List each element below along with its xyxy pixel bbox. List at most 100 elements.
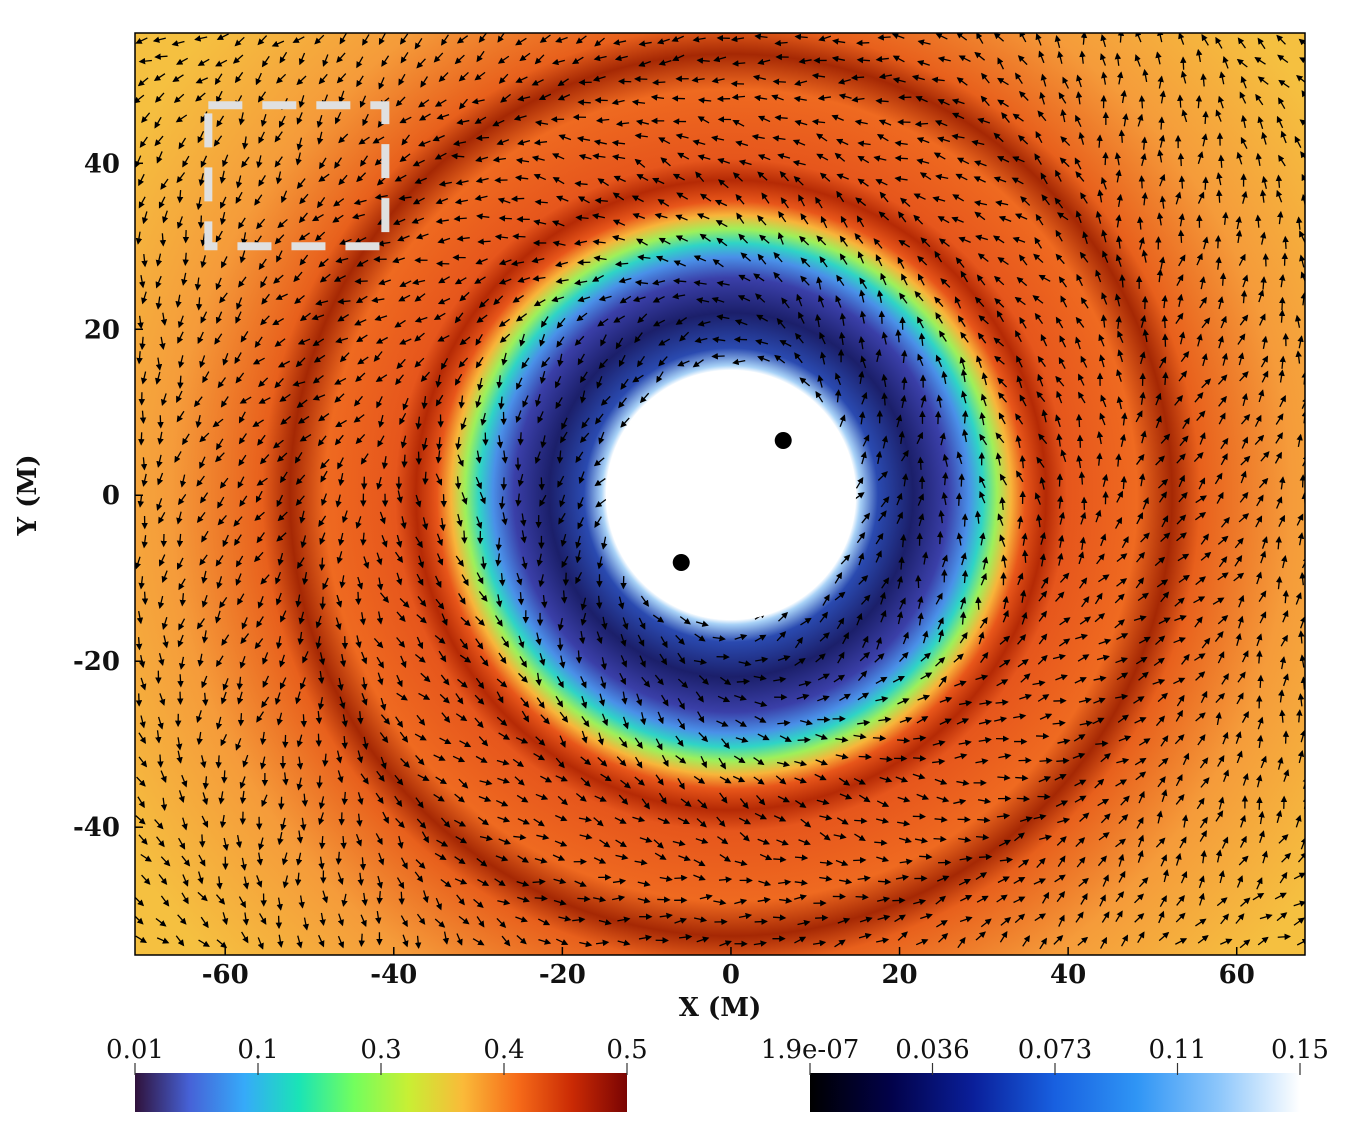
flow-arrow: [358, 933, 365, 947]
flow-arrow: [1056, 473, 1064, 487]
flow-arrow: [937, 99, 950, 106]
flow-arrow: [461, 530, 468, 544]
flow-arrow: [1236, 58, 1248, 68]
flow-arrow: [1142, 68, 1149, 83]
flow-arrow: [298, 212, 308, 224]
flow-arrow: [234, 36, 245, 47]
flow-arrow: [979, 853, 993, 861]
flow-arrow: [919, 172, 932, 181]
flow-arrow: [891, 33, 905, 39]
flow-arrow: [816, 133, 828, 142]
flow-arrow: [280, 190, 288, 204]
flow-arrow: [177, 674, 184, 688]
flow-arrow: [219, 170, 226, 184]
flow-arrow: [534, 198, 548, 206]
flow-arrow: [958, 55, 971, 63]
flow-arrow: [1015, 72, 1023, 84]
flow-arrow: [691, 76, 705, 83]
flow-arrow: [913, 214, 924, 225]
flow-arrow: [757, 58, 771, 66]
flow-arrow: [556, 637, 564, 652]
flow-arrow: [135, 37, 148, 44]
flow-arrow: [1062, 76, 1070, 89]
flow-arrow: [1277, 933, 1292, 941]
flow-arrow: [517, 95, 531, 102]
flow-arrow: [933, 835, 947, 843]
flow-arrow: [197, 215, 205, 229]
flow-arrow: [1240, 289, 1248, 304]
flow-arrow: [1202, 110, 1209, 125]
flow-arrow: [141, 591, 149, 605]
flow-arrow: [837, 78, 851, 85]
flow-arrow: [632, 212, 646, 220]
flow-arrow: [675, 214, 688, 221]
flow-arrow: [438, 72, 449, 82]
flow-arrow: [1012, 113, 1024, 122]
flow-arrow: [1261, 131, 1268, 145]
flow-arrow: [1078, 471, 1086, 485]
flow-arrow: [1278, 309, 1286, 323]
flow-arrow: [557, 78, 569, 87]
flow-arrow: [412, 159, 425, 167]
flow-arrow: [358, 136, 370, 145]
flow-arrow: [1222, 55, 1229, 69]
colorbar-tick-label: 0.1: [237, 1035, 278, 1065]
flow-arrow: [356, 172, 367, 183]
flow-arrow: [278, 115, 286, 128]
flow-arrow: [1039, 91, 1046, 105]
velocity-arrows: [135, 33, 1305, 950]
flow-arrow: [214, 73, 223, 86]
flow-arrow: [631, 195, 644, 203]
flow-arrow: [660, 157, 671, 167]
flow-arrow: [298, 95, 305, 109]
flow-arrow: [1257, 674, 1264, 688]
flow-arrow: [594, 37, 605, 47]
flow-arrow: [1282, 235, 1289, 250]
flow-arrow: [937, 216, 950, 224]
flow-arrow: [422, 471, 429, 486]
flow-arrow: [157, 754, 164, 768]
flow-arrow: [658, 59, 672, 66]
flow-arrow: [832, 38, 846, 45]
flow-arrow: [1016, 795, 1031, 803]
flow-arrow: [474, 116, 487, 124]
flow-arrow: [135, 637, 143, 651]
flow-arrow: [650, 94, 665, 101]
plot-area: [135, 33, 1305, 955]
flow-arrow: [594, 197, 608, 204]
flow-arrow: [198, 834, 206, 848]
flow-arrow: [1255, 152, 1262, 166]
flow-arrow: [476, 50, 485, 63]
flow-arrow: [892, 55, 905, 63]
flow-arrow: [414, 177, 427, 184]
flow-arrow: [1001, 112, 1010, 123]
flow-arrow: [477, 238, 491, 245]
flow-arrow: [951, 98, 965, 105]
flow-arrow: [779, 171, 789, 182]
flow-arrow: [332, 214, 344, 223]
flow-arrow: [1180, 70, 1188, 84]
flow-arrow: [913, 193, 926, 200]
flow-arrow: [1057, 50, 1064, 64]
flow-arrow: [772, 914, 787, 921]
flow-arrow: [611, 98, 625, 106]
flow-arrow: [1201, 133, 1208, 147]
flow-arrow: [412, 197, 425, 205]
flow-arrow: [256, 218, 266, 230]
flow-arrow: [296, 112, 303, 125]
flow-arrow: [434, 152, 447, 160]
flow-arrow: [555, 195, 569, 202]
flow-arrow: [672, 173, 685, 181]
flow-arrow: [154, 116, 162, 129]
flow-arrow: [419, 113, 431, 121]
flow-arrow: [1075, 171, 1085, 182]
y-tick-label: -20: [73, 647, 120, 677]
flow-arrow: [474, 71, 486, 81]
flow-arrow: [1181, 109, 1188, 123]
flow-arrow: [856, 56, 870, 64]
flow-arrow: [456, 118, 470, 126]
flow-arrow: [420, 76, 429, 88]
flow-arrow: [1055, 169, 1062, 182]
flow-arrow: [137, 77, 149, 87]
